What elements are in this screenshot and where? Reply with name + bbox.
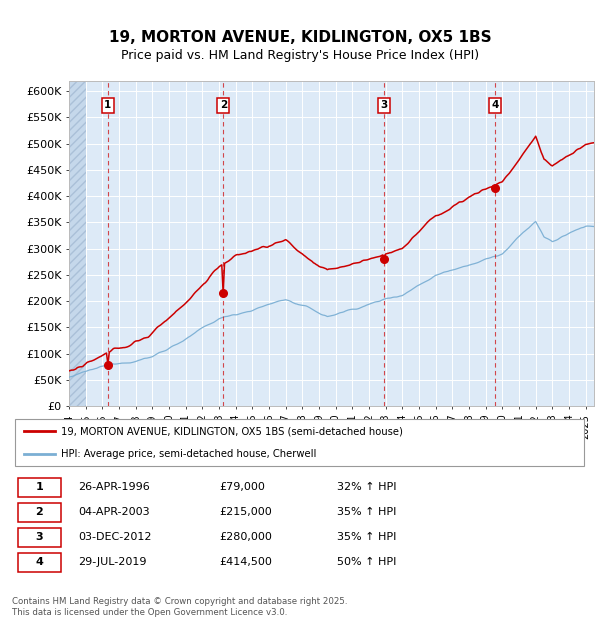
Text: £79,000: £79,000 <box>220 482 265 492</box>
Text: 4: 4 <box>35 557 43 567</box>
Text: 29-JUL-2019: 29-JUL-2019 <box>78 557 147 567</box>
Bar <box>18 553 61 572</box>
Text: 03-DEC-2012: 03-DEC-2012 <box>78 532 152 542</box>
Text: HPI: Average price, semi-detached house, Cherwell: HPI: Average price, semi-detached house,… <box>61 449 316 459</box>
Text: 50% ↑ HPI: 50% ↑ HPI <box>337 557 397 567</box>
Text: 3: 3 <box>35 532 43 542</box>
Text: 3: 3 <box>381 100 388 110</box>
Text: 2: 2 <box>35 507 43 517</box>
Bar <box>18 528 61 547</box>
Text: 26-APR-1996: 26-APR-1996 <box>78 482 150 492</box>
Text: 4: 4 <box>491 100 499 110</box>
Text: 2: 2 <box>220 100 227 110</box>
Text: £215,000: £215,000 <box>220 507 272 517</box>
Text: 35% ↑ HPI: 35% ↑ HPI <box>337 507 397 517</box>
Text: 19, MORTON AVENUE, KIDLINGTON, OX5 1BS (semi-detached house): 19, MORTON AVENUE, KIDLINGTON, OX5 1BS (… <box>61 426 403 436</box>
Text: 19, MORTON AVENUE, KIDLINGTON, OX5 1BS: 19, MORTON AVENUE, KIDLINGTON, OX5 1BS <box>109 30 491 45</box>
Text: 1: 1 <box>104 100 111 110</box>
Text: 35% ↑ HPI: 35% ↑ HPI <box>337 532 397 542</box>
Text: £280,000: £280,000 <box>220 532 272 542</box>
Bar <box>18 478 61 497</box>
Text: Contains HM Land Registry data © Crown copyright and database right 2025.
This d: Contains HM Land Registry data © Crown c… <box>12 598 347 617</box>
Text: 04-APR-2003: 04-APR-2003 <box>78 507 150 517</box>
Text: £414,500: £414,500 <box>220 557 272 567</box>
Bar <box>18 503 61 521</box>
Text: 32% ↑ HPI: 32% ↑ HPI <box>337 482 397 492</box>
Bar <box>69 81 86 406</box>
Text: Price paid vs. HM Land Registry's House Price Index (HPI): Price paid vs. HM Land Registry's House … <box>121 49 479 62</box>
Text: 1: 1 <box>35 482 43 492</box>
